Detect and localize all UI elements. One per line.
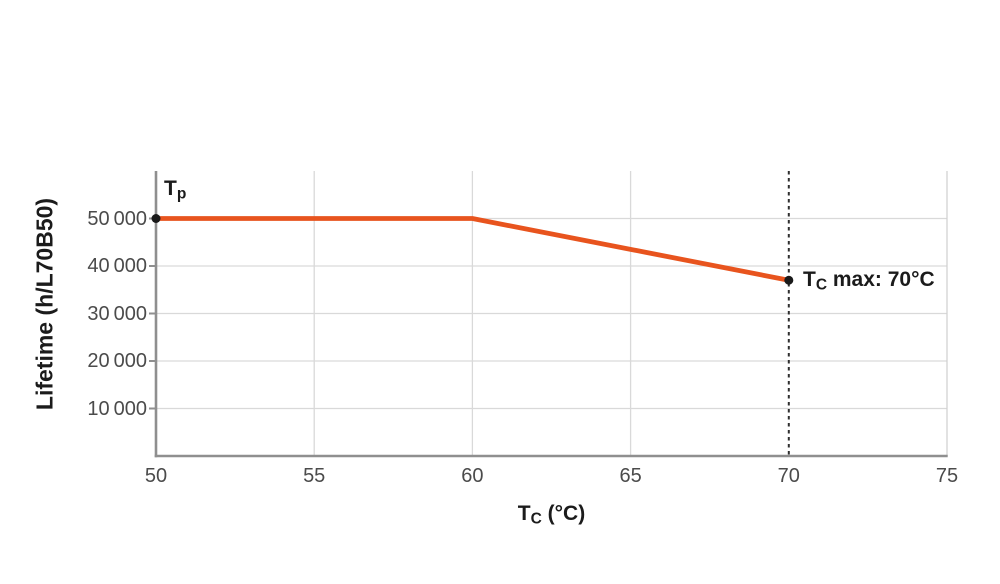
y-tick-label: 40 000 bbox=[87, 255, 147, 277]
annotation-tc-max-subscript: C bbox=[815, 276, 828, 294]
x-axis-title-symbol: T bbox=[517, 502, 531, 525]
x-tick-label: 60 bbox=[461, 465, 484, 487]
y-tick-label: 10 000 bbox=[87, 397, 147, 420]
series-line bbox=[156, 216, 790, 283]
x-axis-title: TC (°C) bbox=[156, 502, 947, 529]
x-tick-label: 65 bbox=[619, 465, 642, 487]
data-point-marker bbox=[151, 214, 161, 223]
annotation-tp: Tp bbox=[164, 177, 186, 207]
x-tick-label: 70 bbox=[777, 465, 800, 487]
annotation-tc-max-text: max: 70°C bbox=[827, 268, 935, 291]
y-tick-label: 20 000 bbox=[87, 350, 147, 372]
x-tick-label: 75 bbox=[935, 465, 959, 487]
y-tick-label: 30 000 bbox=[87, 302, 147, 325]
y-tick-label: 50 000 bbox=[87, 207, 147, 230]
x-axis-title-unit: (°C) bbox=[541, 502, 586, 525]
annotation-tp-symbol: T bbox=[164, 177, 177, 200]
y-axis-title: Lifetime (h/L70B50) bbox=[31, 197, 58, 411]
annotation-tc-max: TC max: 70°C bbox=[803, 268, 935, 298]
x-axis-title-subscript: C bbox=[530, 510, 542, 528]
annotation-tc-max-symbol: T bbox=[803, 268, 816, 291]
data-point-marker bbox=[784, 275, 794, 285]
x-tick-label: 55 bbox=[303, 465, 326, 487]
x-tick-label: 50 bbox=[144, 465, 168, 487]
annotation-tp-subscript: p bbox=[176, 185, 187, 203]
